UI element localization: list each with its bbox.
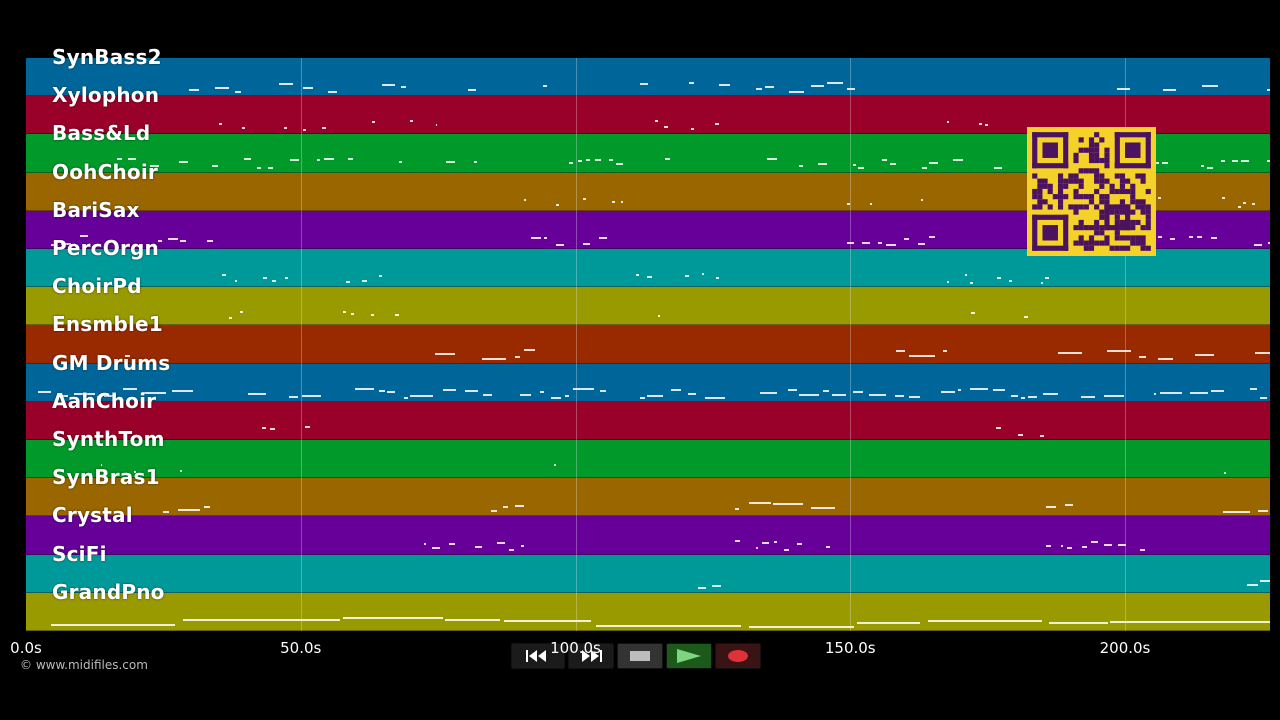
track-label: OohChoir: [52, 159, 158, 184]
play-icon: [677, 649, 701, 663]
fast-forward-icon: [582, 650, 602, 662]
track-label: AahChoir: [52, 388, 157, 413]
fast-forward-button[interactable]: [568, 643, 614, 669]
track-label: SynBass2: [52, 45, 162, 69]
stop-icon: [630, 651, 650, 661]
track-label: Bass&Ld: [52, 121, 151, 146]
time-tick-label: 100.0s: [550, 639, 601, 657]
track-lane: [26, 478, 1270, 517]
track-label: SynthTom: [52, 427, 165, 451]
track-lane: [26, 363, 1270, 402]
track-label: Ensmble1: [52, 312, 163, 337]
time-tick-label: 50.0s: [280, 639, 322, 657]
time-tick-label: 200.0s: [1099, 639, 1151, 657]
track-label: Xylophon: [52, 83, 160, 108]
time-tick-label: 150.0s: [824, 639, 876, 657]
copyright-text: © www.midifiles.com: [20, 658, 148, 672]
qr-code-image: [1027, 127, 1156, 256]
record-icon: [728, 650, 748, 662]
track-lane: [26, 287, 1270, 326]
track-label: PercOrgn: [52, 236, 159, 260]
record-button[interactable]: [715, 643, 761, 669]
stop-button[interactable]: [617, 643, 663, 669]
track-lane: [26, 401, 1270, 440]
rewind-button[interactable]: [511, 643, 565, 669]
track-lane: [26, 592, 1270, 631]
track-lane: [26, 58, 1270, 97]
time-tick-label: 0.0s: [10, 639, 42, 657]
track-label: GrandPno: [52, 579, 165, 604]
track-lane: [26, 554, 1270, 593]
transport-controls: [511, 643, 761, 669]
track-label: GM Drums: [52, 350, 171, 375]
track-lane: [26, 440, 1270, 479]
track-label: SciFi: [52, 541, 107, 566]
track-lane: [26, 325, 1270, 364]
track-label: BariSax: [52, 197, 140, 222]
track-label: SynBras1: [52, 465, 160, 490]
rewind-icon: [526, 650, 546, 662]
track-label: ChoirPd: [52, 274, 142, 299]
track-label: Crystal: [52, 503, 133, 528]
track-lane: [26, 516, 1270, 555]
play-button[interactable]: [666, 643, 712, 669]
